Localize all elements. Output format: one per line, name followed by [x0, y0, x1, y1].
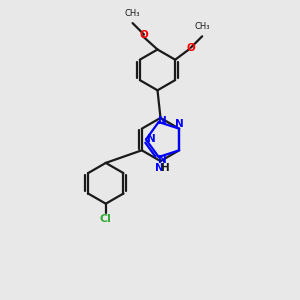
- Text: CH₃: CH₃: [194, 22, 210, 31]
- Text: N: N: [158, 116, 167, 125]
- Text: N: N: [147, 134, 156, 145]
- Text: N: N: [175, 119, 184, 129]
- Text: O: O: [186, 43, 195, 53]
- Text: H: H: [161, 163, 170, 173]
- Text: N: N: [154, 163, 164, 173]
- Text: N: N: [158, 155, 167, 165]
- Text: Cl: Cl: [100, 214, 112, 224]
- Text: CH₃: CH₃: [125, 9, 140, 18]
- Text: O: O: [140, 29, 148, 40]
